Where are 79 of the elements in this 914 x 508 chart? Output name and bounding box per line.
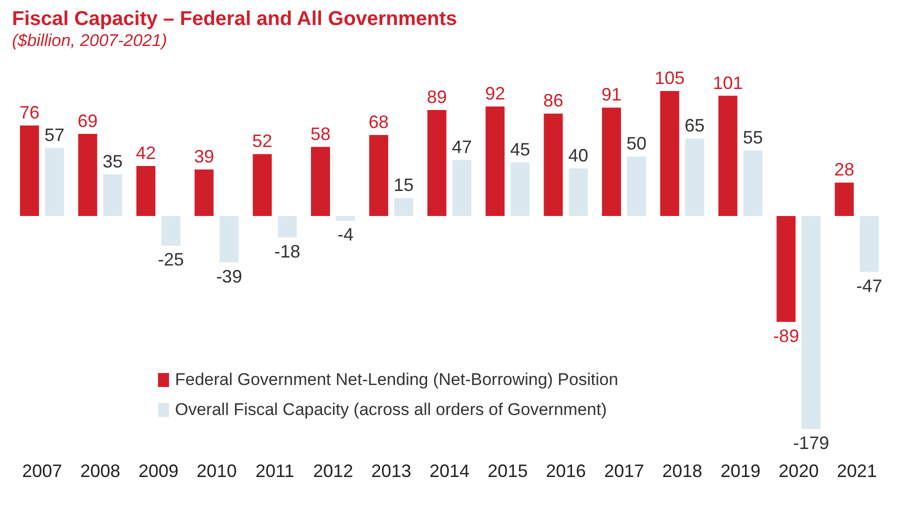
x-tick-label: 2017	[604, 460, 644, 481]
x-tick-label: 2019	[720, 460, 761, 481]
bar	[427, 110, 446, 216]
data-label: 47	[452, 137, 472, 158]
data-label: 58	[310, 124, 330, 144]
bar	[626, 156, 646, 216]
data-label: 28	[834, 160, 854, 180]
data-label: 65	[684, 116, 705, 136]
data-label: 57	[44, 125, 64, 146]
bar	[452, 160, 472, 216]
bar	[486, 106, 505, 216]
x-tick-label: 2020	[778, 460, 819, 481]
bar	[103, 174, 122, 216]
bar	[802, 216, 821, 429]
bar	[220, 216, 239, 262]
data-label: 15	[394, 175, 414, 196]
data-label: -39	[216, 266, 242, 286]
data-label: 76	[19, 102, 40, 123]
bar	[161, 216, 180, 246]
data-label: -179	[793, 432, 830, 453]
data-label: 55	[742, 128, 763, 148]
bar	[834, 182, 854, 216]
x-tick-label: 2016	[546, 460, 586, 481]
x-tick-label: 2018	[662, 460, 702, 481]
x-tick-label: 2008	[80, 460, 120, 481]
bar	[194, 170, 214, 216]
bar	[336, 216, 355, 221]
data-label: -47	[856, 276, 882, 296]
bar	[369, 135, 388, 216]
bar	[860, 216, 879, 272]
data-label: 50	[626, 133, 646, 154]
data-label: 35	[102, 151, 123, 172]
data-label: 39	[194, 146, 214, 167]
bar	[568, 168, 588, 216]
data-label: 101	[712, 72, 743, 93]
data-label: 105	[654, 68, 685, 88]
bar	[718, 96, 738, 216]
x-tick-label: 2010	[196, 460, 237, 481]
bar	[44, 148, 64, 216]
chart-subtitle: ($billion, 2007-2021)	[11, 31, 168, 51]
chart-title: Fiscal Capacity – Federal and All Governments	[11, 8, 458, 31]
bar	[310, 146, 330, 216]
data-label: 86	[543, 90, 564, 111]
x-tick-label: 2021	[836, 460, 877, 481]
x-tick-label: 2011	[256, 460, 294, 481]
data-label: 42	[136, 142, 156, 163]
bar	[510, 162, 530, 216]
x-tick-label: 2007	[22, 460, 62, 481]
data-label: -89	[773, 326, 800, 346]
x-tick-label: 2009	[138, 460, 179, 481]
data-label: 52	[252, 131, 272, 152]
legend-label: Overall Fiscal Capacity (across all orders of Government)	[175, 400, 607, 420]
data-label: 89	[426, 87, 447, 108]
x-tick-label: 2013	[371, 460, 412, 481]
bar	[685, 138, 704, 216]
data-label: 69	[78, 110, 98, 131]
bar	[20, 126, 39, 216]
data-label: -25	[158, 250, 184, 270]
bar	[776, 216, 796, 322]
bar	[278, 216, 297, 238]
data-label: 40	[568, 145, 588, 166]
data-label: -18	[274, 241, 300, 262]
bar	[544, 114, 563, 216]
data-label: 91	[601, 84, 622, 105]
bar	[252, 154, 272, 216]
bar	[743, 150, 762, 216]
data-label: 68	[368, 112, 389, 132]
x-tick-label: 2014	[429, 460, 470, 481]
bar	[394, 198, 414, 216]
bar	[602, 108, 621, 216]
legend-label: Federal Government Net-Lending (Net-Borrowing) Position	[175, 370, 618, 390]
data-label: 92	[485, 83, 506, 104]
x-tick-label: 2015	[488, 460, 528, 481]
bar	[136, 166, 156, 216]
x-tick-label: 2012	[313, 460, 354, 481]
bar	[78, 134, 98, 216]
bar	[660, 91, 680, 216]
data-label: 45	[510, 139, 530, 160]
data-label: -4	[337, 224, 354, 245]
